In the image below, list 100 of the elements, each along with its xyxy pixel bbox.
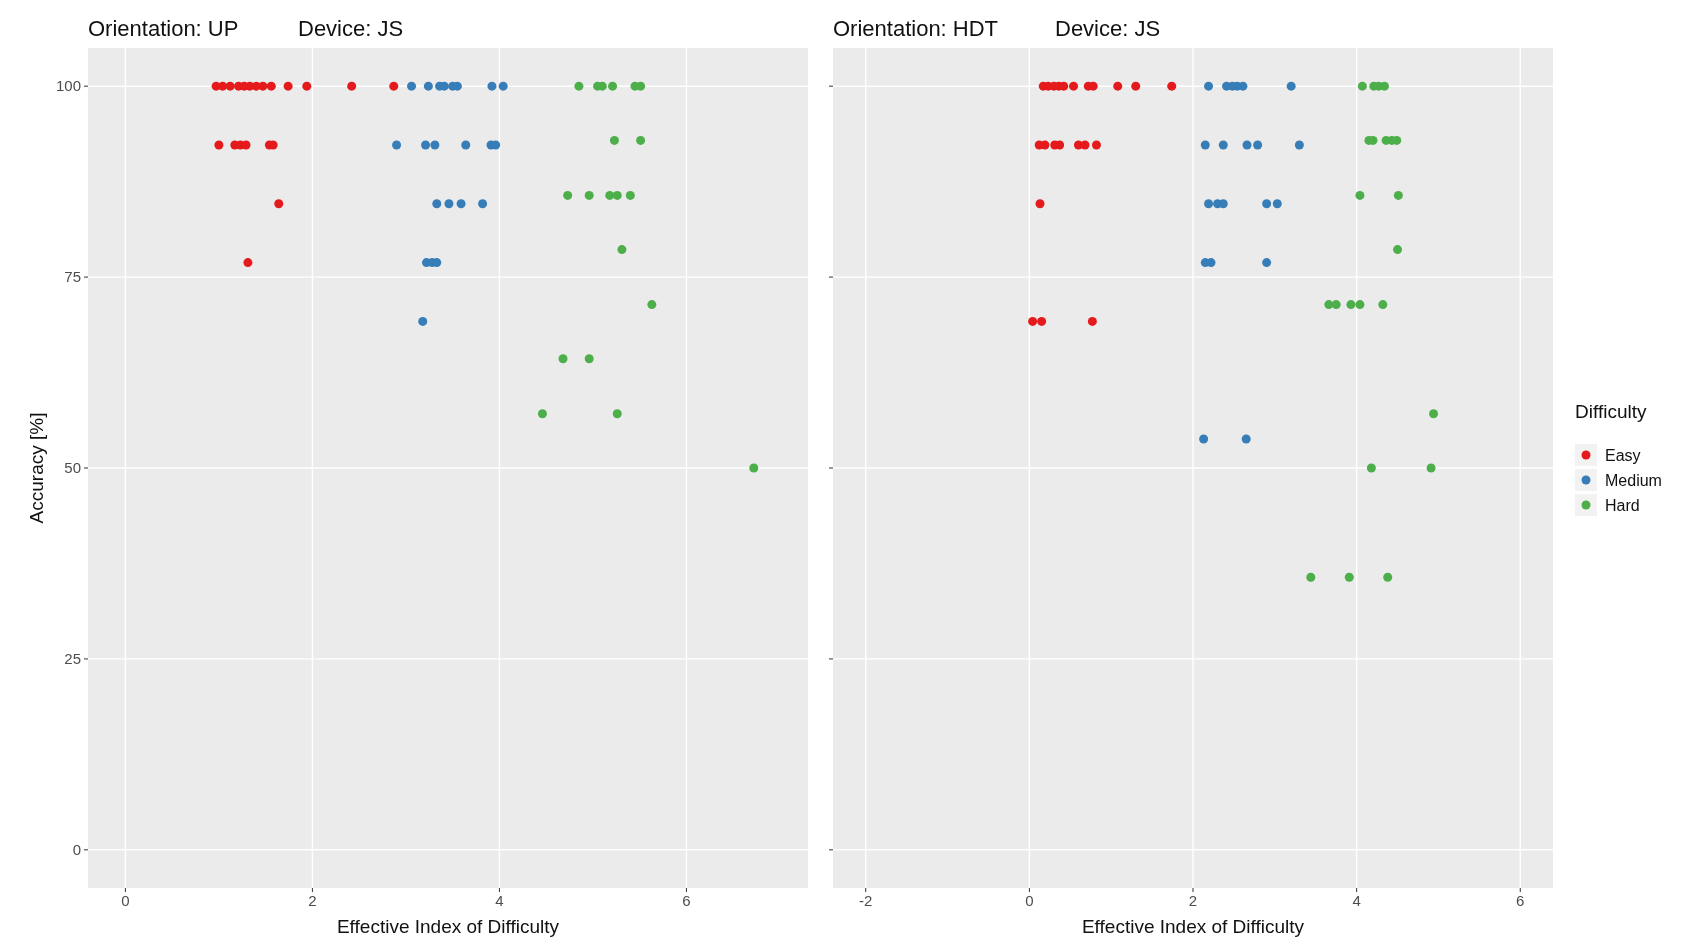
point: [225, 81, 235, 91]
point: [1429, 409, 1439, 419]
point: [1355, 190, 1365, 200]
point: [243, 258, 253, 268]
y-tick-label: 0: [72, 841, 81, 859]
legend-label: Hard: [1605, 496, 1640, 514]
point: [563, 190, 573, 200]
point: [749, 463, 759, 473]
point: [266, 81, 276, 91]
point: [1324, 300, 1334, 310]
y-axis-title: Accuracy [%]: [26, 412, 47, 524]
point: [1204, 199, 1214, 209]
point: [418, 316, 428, 326]
point: [1028, 316, 1038, 326]
point: [1204, 81, 1214, 91]
point: [1200, 140, 1210, 150]
point: [636, 81, 646, 91]
point: [608, 81, 618, 91]
x-tick-label: 6: [682, 892, 691, 909]
point: [1253, 140, 1263, 150]
point: [274, 199, 284, 209]
point: [1272, 199, 1282, 209]
x-tick-label: 0: [121, 892, 130, 909]
x-axis-title: Effective Index of Difficulty: [336, 916, 560, 937]
point: [617, 245, 627, 255]
point: [1035, 199, 1045, 209]
y-tick-label: 50: [64, 459, 81, 477]
point: [1393, 190, 1403, 200]
point: [584, 190, 594, 200]
point: [1393, 245, 1403, 255]
point: [283, 81, 293, 91]
point: [625, 190, 635, 200]
chart-subtitle: Device: JS: [298, 16, 404, 41]
point: [574, 81, 584, 91]
point: [1131, 81, 1141, 91]
x-axis-title: Effective Index of Difficulty: [1081, 916, 1305, 937]
point: [1262, 258, 1272, 268]
chart-subtitle: Device: JS: [1055, 16, 1161, 41]
point: [423, 81, 433, 91]
point: [584, 354, 594, 364]
point: [214, 140, 224, 150]
point: [1331, 300, 1341, 310]
point: [478, 199, 488, 209]
point: [537, 409, 547, 419]
point: [605, 190, 615, 200]
point: [1294, 140, 1304, 150]
point: [218, 81, 228, 91]
y-tick-label: 75: [64, 268, 81, 286]
point: [1366, 463, 1376, 473]
point: [432, 199, 442, 209]
x-tick-label: 6: [1516, 892, 1525, 909]
point: [258, 81, 268, 91]
point: [1080, 140, 1090, 150]
point: [1286, 81, 1296, 91]
point: [1306, 572, 1316, 582]
y-tick-label: 25: [64, 650, 81, 668]
x-tick-label: 2: [308, 892, 317, 909]
point: [444, 199, 454, 209]
point: [1344, 572, 1354, 582]
point: [1069, 81, 1079, 91]
x-tick-label: 4: [1352, 892, 1361, 909]
point: [609, 135, 619, 145]
point: [498, 81, 508, 91]
chart-title: Orientation: UP: [88, 16, 239, 41]
point: [389, 81, 399, 91]
point: [1218, 140, 1228, 150]
point: [1383, 572, 1393, 582]
point: [1355, 300, 1365, 310]
x-tick-label: 2: [1188, 892, 1198, 909]
point: [558, 354, 568, 364]
point: [1242, 140, 1252, 150]
point: [1241, 434, 1251, 444]
point: [1167, 81, 1177, 91]
y-tick-label: 100: [55, 77, 81, 95]
point: [347, 81, 357, 91]
x-tick-label: 0: [1025, 892, 1034, 909]
point: [407, 81, 417, 91]
chart-title: Orientation: HDT: [833, 16, 999, 41]
point: [1346, 300, 1356, 310]
point: [1378, 300, 1388, 310]
point: [456, 199, 466, 209]
legend-label: Easy: [1605, 446, 1641, 464]
point: [1262, 199, 1272, 209]
point: [392, 140, 402, 150]
point: [302, 81, 312, 91]
legend-label: Medium: [1605, 471, 1662, 489]
point: [1199, 434, 1209, 444]
point: [647, 300, 657, 310]
point: [612, 409, 622, 419]
point: [1040, 140, 1050, 150]
point: [430, 140, 440, 150]
point: [461, 140, 471, 150]
point: [1037, 316, 1047, 326]
point: [612, 190, 622, 200]
point: [1426, 463, 1436, 473]
point: [1087, 316, 1097, 326]
point: [1113, 81, 1123, 91]
point: [487, 81, 497, 91]
point: [1357, 81, 1367, 91]
x-tick-label: -2: [859, 892, 873, 909]
